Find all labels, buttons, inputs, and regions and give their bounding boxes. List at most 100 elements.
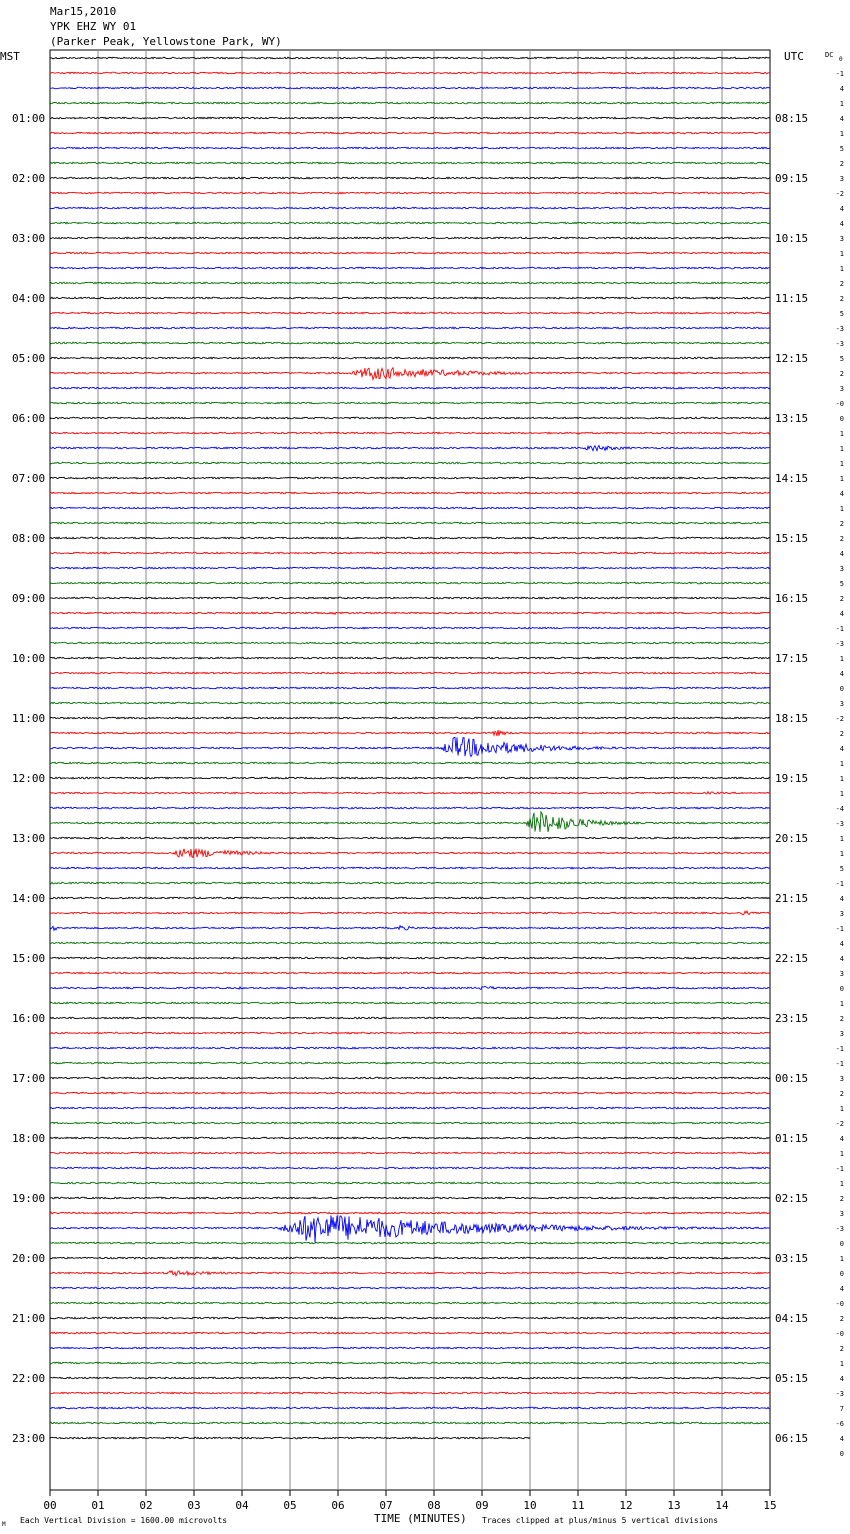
dc-offset-value: -1 xyxy=(836,1165,844,1173)
trace-line xyxy=(49,1391,771,1395)
x-tick-label: 13 xyxy=(667,1499,680,1512)
trace-line xyxy=(49,611,771,616)
trace-line xyxy=(49,521,771,525)
trace-line xyxy=(49,476,771,480)
trace-line xyxy=(49,506,771,510)
trace-line xyxy=(49,461,771,465)
x-tick-label: 00 xyxy=(43,1499,56,1512)
hour-label-utc: 10:15 xyxy=(775,232,808,245)
left-hour-labels: 01:00 02:00 03:00 04:00 05:00 06:00 07:00 08:00… xyxy=(12,112,45,1445)
hour-label-mst: 19:00 xyxy=(12,1192,45,1205)
dc-offset-value: 1 xyxy=(840,250,844,258)
dc-offset-value: 3 xyxy=(840,700,844,708)
hour-label-utc: 12:15 xyxy=(775,352,808,365)
dc-offset-value: 2 xyxy=(840,295,844,303)
trace-line xyxy=(49,281,771,285)
dc-offset-value: 3 xyxy=(840,910,844,918)
trace-line xyxy=(49,1001,771,1005)
trace-line xyxy=(50,1376,771,1380)
hour-label-mst: 09:00 xyxy=(12,592,45,605)
trace-line xyxy=(49,416,771,420)
trace-line xyxy=(49,1269,770,1277)
trace-line xyxy=(49,444,771,453)
dc-offset-value: 1 xyxy=(840,1105,844,1113)
trace-line xyxy=(49,806,771,810)
trace-line xyxy=(49,1031,771,1035)
dc-header-sub: 0 xyxy=(839,56,843,63)
dc-offset-value: 1 xyxy=(840,1360,844,1368)
dc-offset-value: 2 xyxy=(840,280,844,288)
trace-line xyxy=(49,191,771,195)
trace-line xyxy=(49,101,771,105)
dc-offset-value: 3 xyxy=(840,970,844,978)
trace-line xyxy=(49,1406,771,1410)
hour-label-utc: 06:15 xyxy=(775,1432,808,1445)
trace-line xyxy=(49,626,771,630)
dc-offset-value: 4 xyxy=(840,205,844,213)
dc-offset-value: 0 xyxy=(840,415,844,423)
trace-line xyxy=(49,296,771,300)
dc-offset-value: 0 xyxy=(840,985,844,993)
hour-label-utc: 20:15 xyxy=(775,832,808,845)
trace-line xyxy=(49,1241,770,1245)
x-tick-label: 07 xyxy=(379,1499,392,1512)
hour-label-mst: 07:00 xyxy=(12,472,45,485)
dc-offset-value: -1 xyxy=(836,70,844,78)
x-tick-label: 02 xyxy=(139,1499,152,1512)
hour-label-mst: 01:00 xyxy=(12,112,45,125)
traces-layer xyxy=(49,56,771,1440)
x-tick-label: 15 xyxy=(763,1499,776,1512)
plot-frame xyxy=(49,49,771,1491)
dc-offset-value: 2 xyxy=(840,1195,844,1203)
trace-line xyxy=(49,176,771,180)
dc-offset-value: -2 xyxy=(836,1120,844,1128)
dc-offset-value: 4 xyxy=(840,955,844,963)
trace-line xyxy=(49,836,771,840)
dc-offset-value: 2 xyxy=(840,1015,844,1023)
trace-line xyxy=(49,701,771,705)
x-tick-label: 10 xyxy=(523,1499,536,1512)
dc-offset-value: 4 xyxy=(840,220,844,228)
hour-label-mst: 11:00 xyxy=(12,712,45,725)
scale-note: Each Vertical Division = 1600.00 microvo… xyxy=(20,1516,227,1525)
trace-line xyxy=(49,56,771,60)
dc-offset-value: 3 xyxy=(840,235,844,243)
dc-offset-value: 1 xyxy=(840,775,844,783)
dc-offset-value: 1 xyxy=(840,265,844,273)
dc-offset-value: 1 xyxy=(840,1000,844,1008)
dc-offset-value: 2 xyxy=(840,730,844,738)
dc-offset-value: 2 xyxy=(840,535,844,543)
hour-label-mst: 16:00 xyxy=(12,1012,45,1025)
dc-offset-value: 0 xyxy=(840,685,844,693)
hour-label-utc: 14:15 xyxy=(775,472,808,485)
trace-line xyxy=(49,366,771,382)
dc-offset-value: 4 xyxy=(840,940,844,948)
trace-line xyxy=(49,386,771,390)
trace-line xyxy=(49,729,771,737)
dc-offset-value: 5 xyxy=(840,310,844,318)
hour-label-mst: 14:00 xyxy=(12,892,45,905)
dc-offset-value: 4 xyxy=(840,115,844,123)
x-tick-label: 11 xyxy=(571,1499,584,1512)
trace-line xyxy=(49,924,771,932)
x-tick-label: 06 xyxy=(331,1499,344,1512)
hour-label-mst: 13:00 xyxy=(12,832,45,845)
trace-line xyxy=(49,491,771,495)
trace-line xyxy=(49,221,771,225)
trace-line xyxy=(49,1181,771,1185)
trace-line xyxy=(49,896,771,900)
trace-line xyxy=(49,1346,771,1350)
hour-label-utc: 05:15 xyxy=(775,1372,808,1385)
dc-offset-value: 3 xyxy=(840,175,844,183)
hour-label-utc: 15:15 xyxy=(775,532,808,545)
trace-line xyxy=(49,131,771,135)
dc-offset-value: 4 xyxy=(840,1435,844,1443)
hour-label-utc: 13:15 xyxy=(775,412,808,425)
trace-line xyxy=(49,566,771,570)
dc-offset-value: 1 xyxy=(840,760,844,768)
dc-offset-value: 1 xyxy=(840,475,844,483)
trace-line xyxy=(50,551,771,555)
dc-offset-value: 4 xyxy=(840,1135,844,1143)
hour-label-utc: 02:15 xyxy=(775,1192,808,1205)
